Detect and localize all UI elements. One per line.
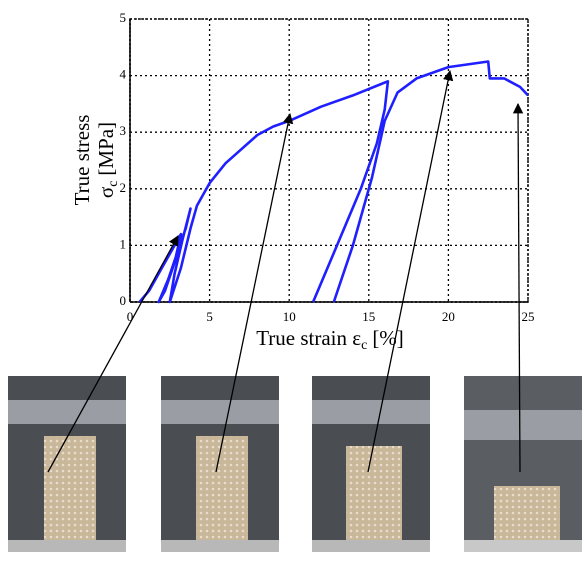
- y-label-symbol: σ: [94, 187, 118, 198]
- plot-frame: [129, 18, 529, 303]
- x-tick-label: 20: [442, 309, 455, 324]
- y-label-text: True stress: [70, 115, 94, 206]
- photo: [464, 376, 582, 552]
- x-label-sub: c: [361, 338, 367, 353]
- y-tick-label: 2: [120, 180, 127, 195]
- y-label: True stress: [70, 115, 94, 206]
- x-tick-label: 15: [362, 309, 375, 324]
- y-tick-label: 1: [120, 236, 127, 251]
- arrow: [47, 235, 179, 473]
- x-tick-label: 10: [283, 309, 296, 324]
- y-tick-label: 3: [120, 123, 127, 138]
- arrow: [215, 112, 294, 473]
- x-tick-label: 25: [522, 309, 535, 324]
- y-label-sub: c: [106, 181, 121, 187]
- data-line: [138, 60, 529, 304]
- x-tick-label: 0: [127, 309, 134, 324]
- photo: [161, 376, 279, 552]
- y-label-unit: [MPa]: [94, 122, 118, 176]
- arrow: [367, 69, 454, 473]
- x-label: True strain εc [%]: [256, 326, 404, 353]
- photo: [312, 376, 430, 552]
- arrow: [512, 102, 524, 473]
- x-label-unit: [%]: [372, 326, 403, 350]
- y-tick-label: 4: [120, 67, 127, 82]
- y-label: σc [MPa]: [94, 122, 121, 198]
- x-tick-label: 5: [206, 309, 213, 324]
- photo: [8, 376, 126, 552]
- y-tick-label: 0: [120, 293, 127, 308]
- y-tick-label: 5: [120, 10, 127, 25]
- x-label-text: True strain ε: [256, 326, 361, 350]
- arrows: [47, 69, 524, 473]
- photos: [8, 376, 582, 552]
